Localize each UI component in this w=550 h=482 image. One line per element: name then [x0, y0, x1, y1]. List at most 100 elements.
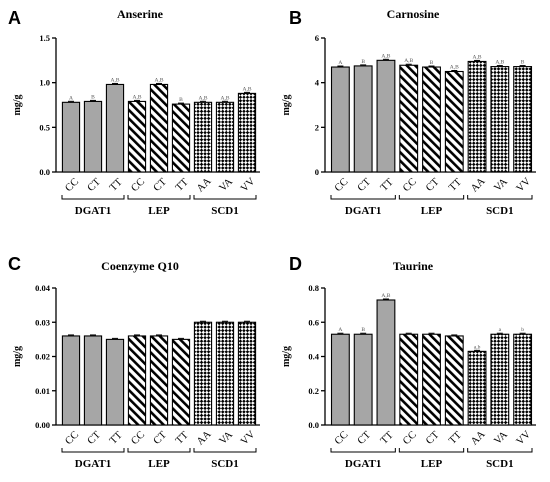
bar [215, 101, 235, 173]
group-bracket [193, 448, 257, 453]
x-tick-label: VA [492, 429, 510, 447]
x-tick-label: VA [492, 176, 510, 194]
significance-label: A [338, 60, 342, 66]
y-tick-label: 0.5 [39, 122, 50, 132]
bar [399, 333, 419, 426]
bar [444, 70, 464, 173]
y-tick-label: 1.5 [39, 33, 50, 43]
significance-label: A,B [220, 95, 229, 101]
chart-title: Coenzyme Q10 [101, 259, 179, 273]
x-tick-label: TT [108, 176, 125, 193]
bar [513, 333, 533, 426]
x-tick-label: CC [63, 176, 81, 194]
significance-label: A,B [450, 65, 459, 71]
y-axis-label: mg/g [12, 94, 23, 115]
bar [83, 335, 103, 426]
bar [149, 335, 169, 426]
y-tick-label: 0.6 [308, 317, 319, 327]
significance-label: A,B [132, 94, 141, 100]
x-tick-label: CT [152, 429, 170, 447]
bar [237, 92, 257, 173]
bar [513, 66, 533, 173]
bar [444, 335, 464, 426]
chart-panel-b: B Carnosine mg/g 0 2 4 6 A CC B CT A,B TT A,B CC B CT A,B… [281, 7, 536, 217]
y-tick-label: 1.0 [39, 78, 50, 88]
group-label: SCD1 [211, 205, 239, 217]
bar [127, 335, 147, 426]
x-tick-label: CC [63, 429, 81, 447]
significance-label: A,B [242, 86, 251, 92]
bar [467, 350, 487, 426]
x-tick-label: CT [424, 429, 442, 447]
x-tick-label: CC [333, 429, 351, 447]
group-label: SCD1 [486, 205, 514, 217]
group-bracket [330, 448, 396, 453]
bar [422, 66, 441, 173]
x-tick-label: CC [129, 176, 147, 194]
significance-label: B [521, 60, 525, 66]
bar [237, 321, 257, 426]
chart-panel-d: D Taurine mg/g 0.0 0.2 0.4 0.6 0.8 A CC B CT A,B TT CC… [281, 254, 536, 470]
significance-label: A [338, 327, 342, 333]
x-tick-label: VV [239, 429, 258, 448]
group-label: DGAT1 [345, 458, 381, 470]
bar [193, 321, 213, 426]
group-bracket [467, 195, 533, 200]
x-tick-label: CC [401, 176, 419, 194]
group-label: DGAT1 [345, 205, 381, 217]
significance-label: B [91, 94, 95, 100]
x-tick-label: CC [401, 429, 419, 447]
y-tick-label: 0 [315, 167, 319, 177]
group-label: SCD1 [211, 458, 239, 470]
group-bracket [193, 195, 257, 200]
bar [376, 59, 396, 173]
x-tick-label: AA [469, 176, 488, 195]
panel-letter: D [289, 254, 302, 274]
bar [61, 101, 81, 173]
group-label: LEP [421, 458, 443, 470]
x-tick-label: AA [195, 429, 214, 448]
group-bracket [467, 448, 533, 453]
bar [490, 66, 510, 173]
chart-panel-a: A Anserine mg/g 0.0 0.5 1.0 1.5 A CC B CT A,B TT A,B C… [8, 7, 260, 217]
significance-label: B [179, 97, 183, 103]
group-label: DGAT1 [75, 205, 111, 217]
x-tick-label: TT [379, 176, 396, 193]
bar [149, 83, 169, 173]
group-bracket [330, 195, 396, 200]
significance-label: B [361, 59, 365, 65]
x-tick-label: AA [195, 176, 214, 195]
panel-letter: A [8, 8, 21, 28]
y-tick-label: 0.03 [35, 317, 50, 327]
group-label: SCD1 [486, 458, 514, 470]
chart-title: Taurine [393, 259, 434, 273]
significance-label: B [430, 60, 434, 66]
x-tick-label: TT [379, 429, 396, 446]
x-tick-label: CT [356, 176, 374, 194]
group-bracket [127, 195, 191, 200]
x-tick-label: VV [515, 429, 534, 448]
group-label: LEP [421, 205, 443, 217]
group-bracket [61, 195, 125, 200]
panel-letter: B [289, 8, 302, 28]
group-label: DGAT1 [75, 458, 111, 470]
chart-title: Carnosine [387, 7, 440, 21]
bar [127, 100, 147, 173]
significance-label: a [499, 327, 502, 333]
bar [330, 333, 350, 426]
bar [105, 338, 125, 426]
bar [490, 333, 510, 426]
bar [376, 299, 396, 426]
x-tick-label: CT [356, 429, 374, 447]
y-tick-label: 0.0 [39, 167, 50, 177]
x-tick-label: TT [174, 176, 191, 193]
bar [105, 83, 125, 173]
y-axis-label: mg/g [281, 94, 292, 115]
x-tick-label: CT [152, 176, 170, 194]
significance-label: a,b [474, 344, 481, 350]
x-tick-label: CC [333, 176, 351, 194]
significance-label: A [69, 95, 73, 101]
bar [399, 64, 419, 173]
y-tick-label: 0.00 [35, 420, 50, 430]
